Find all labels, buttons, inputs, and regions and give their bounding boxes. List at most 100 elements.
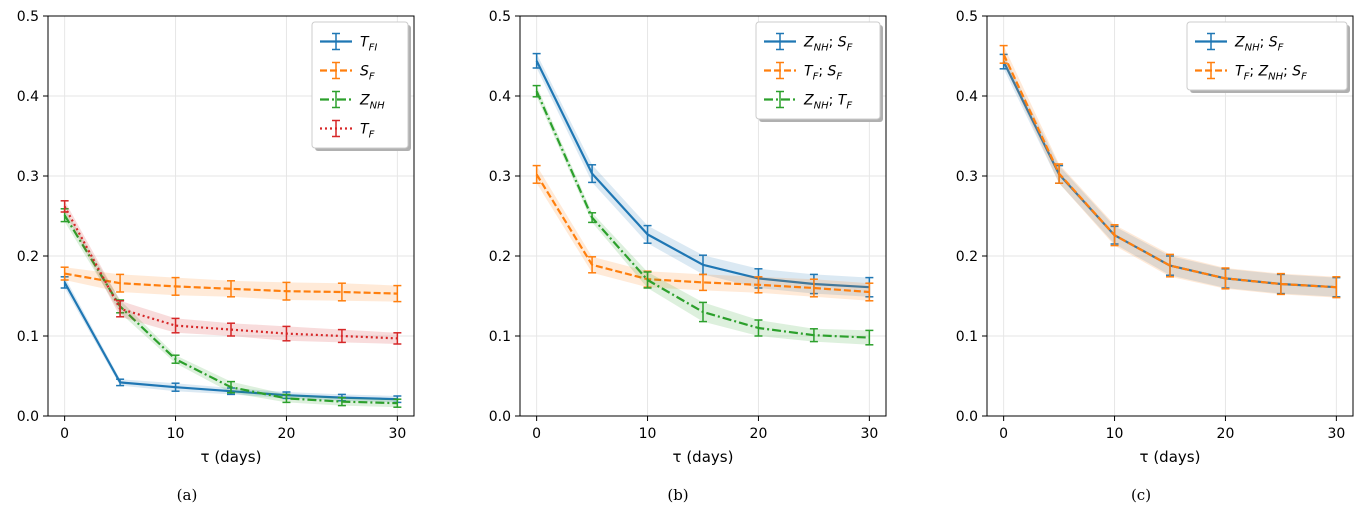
y-tick-label: 0.5 xyxy=(489,9,511,25)
x-tick-label: 0 xyxy=(999,426,1008,442)
legend-label: TF xyxy=(360,122,375,141)
y-tick-label: 0.5 xyxy=(17,9,39,25)
plot-area xyxy=(60,200,402,408)
error-bar xyxy=(588,164,597,184)
y-tick-label: 0.5 xyxy=(956,9,978,25)
x-tick-label: 20 xyxy=(278,426,296,442)
error-bar xyxy=(532,52,541,69)
series-2 xyxy=(532,84,874,346)
panel-b: 0 10 20 30 0.0 0.1 0.2 0.3 0.4 0.5 τ (days) (b) ZNH;… xyxy=(489,9,887,504)
panel-caption: (a) xyxy=(177,486,198,504)
error-bar xyxy=(1110,224,1119,247)
error-bar xyxy=(116,378,125,387)
error-bar xyxy=(1055,163,1064,184)
x-axis-label: τ (days) xyxy=(1140,448,1201,466)
error-bar xyxy=(865,329,874,346)
error-bar xyxy=(393,284,402,303)
series-line xyxy=(63,205,398,340)
x-axis-label: τ (days) xyxy=(673,448,734,466)
error-bar xyxy=(754,276,763,294)
error-bar xyxy=(699,301,707,323)
error-bar xyxy=(116,300,125,318)
plot-area xyxy=(532,52,874,346)
error-bar xyxy=(532,84,541,98)
legend-box xyxy=(755,21,881,120)
series-1 xyxy=(999,44,1341,299)
y-tick-label: 0.3 xyxy=(17,169,39,185)
error-bar xyxy=(1221,267,1230,290)
legend-label: TF; SF xyxy=(804,64,842,83)
legend-entry-1: TF; ZNH; SF xyxy=(1195,61,1307,83)
x-tick-label: 10 xyxy=(1106,426,1124,442)
legend-entry-0: TFI xyxy=(320,32,377,54)
error-bar xyxy=(809,278,818,298)
error-bar xyxy=(171,354,180,364)
legend-label: ZNH; TF xyxy=(803,93,852,112)
legend-entry-3: TF xyxy=(320,119,375,141)
legend-entry-0: ZNH; SF xyxy=(764,32,853,54)
x-tick-label: 10 xyxy=(639,426,657,442)
error-bar xyxy=(227,280,235,298)
panel-c: 0 10 20 30 0.0 0.1 0.2 0.3 0.4 0.5 τ (days) (c) ZNH;… xyxy=(956,9,1354,504)
error-bar xyxy=(643,224,652,244)
series-1 xyxy=(532,164,874,302)
legend-entry-2: ZNH xyxy=(320,90,385,112)
y-tick-label: 0.2 xyxy=(489,249,511,265)
x-tick-label: 30 xyxy=(388,426,406,442)
error-bar xyxy=(1276,272,1285,296)
y-tick-label: 0.1 xyxy=(489,329,511,345)
legend: ZNH; SF TF; SF ZNH; TF xyxy=(755,21,883,122)
y-tick-label: 0.2 xyxy=(17,249,39,265)
error-bar xyxy=(227,322,235,337)
panel-caption: (c) xyxy=(1131,486,1151,504)
error-bar xyxy=(809,328,818,343)
x-tick-label: 0 xyxy=(60,426,69,442)
y-tick-label: 0.1 xyxy=(956,329,978,345)
y-tick-label: 0.1 xyxy=(17,329,39,345)
error-bar xyxy=(60,266,69,281)
legend-box xyxy=(311,21,409,149)
error-bar xyxy=(699,273,707,292)
error-bar xyxy=(754,319,763,337)
error-bar xyxy=(1166,253,1174,278)
error-bar xyxy=(171,382,180,392)
error-bar xyxy=(393,398,402,408)
series-band xyxy=(536,165,870,301)
panel-caption: (b) xyxy=(667,486,688,504)
error-bar xyxy=(588,212,597,224)
y-tick-label: 0.2 xyxy=(956,249,978,265)
error-bar xyxy=(337,396,346,407)
error-bar xyxy=(171,276,180,296)
error-bar xyxy=(588,256,597,274)
series-1 xyxy=(60,266,402,303)
x-tick-label: 20 xyxy=(750,426,768,442)
y-tick-label: 0.3 xyxy=(489,169,511,185)
series-band xyxy=(64,208,398,408)
legend-label: ZNH; SF xyxy=(1234,35,1284,54)
error-bar xyxy=(1332,276,1341,299)
legend: ZNH; SF TF; ZNH; SF xyxy=(1186,21,1350,93)
legend-box xyxy=(1186,21,1348,91)
error-bar xyxy=(282,325,291,342)
error-bar xyxy=(865,282,874,302)
error-bar xyxy=(282,281,291,301)
error-bar xyxy=(532,164,541,184)
error-bar xyxy=(171,317,180,334)
axes-frame xyxy=(519,15,887,417)
error-bar xyxy=(337,328,346,344)
error-bar xyxy=(999,44,1008,64)
series-line xyxy=(535,90,870,339)
x-tick-label: 30 xyxy=(1327,426,1345,442)
y-tick-label: 0.0 xyxy=(17,409,39,425)
y-tick-label: 0.4 xyxy=(956,89,978,105)
plot-area xyxy=(999,44,1341,299)
series-line xyxy=(1002,61,1337,289)
error-bar xyxy=(282,393,291,404)
error-bar xyxy=(116,273,125,293)
x-tick-label: 30 xyxy=(860,426,878,442)
legend-label: TFI xyxy=(360,35,377,54)
y-tick-label: 0.0 xyxy=(956,409,978,425)
legend-entry-1: TF; SF xyxy=(764,61,842,83)
legend-entry-0: ZNH; SF xyxy=(1195,32,1284,54)
y-tick-label: 0.4 xyxy=(489,89,511,105)
